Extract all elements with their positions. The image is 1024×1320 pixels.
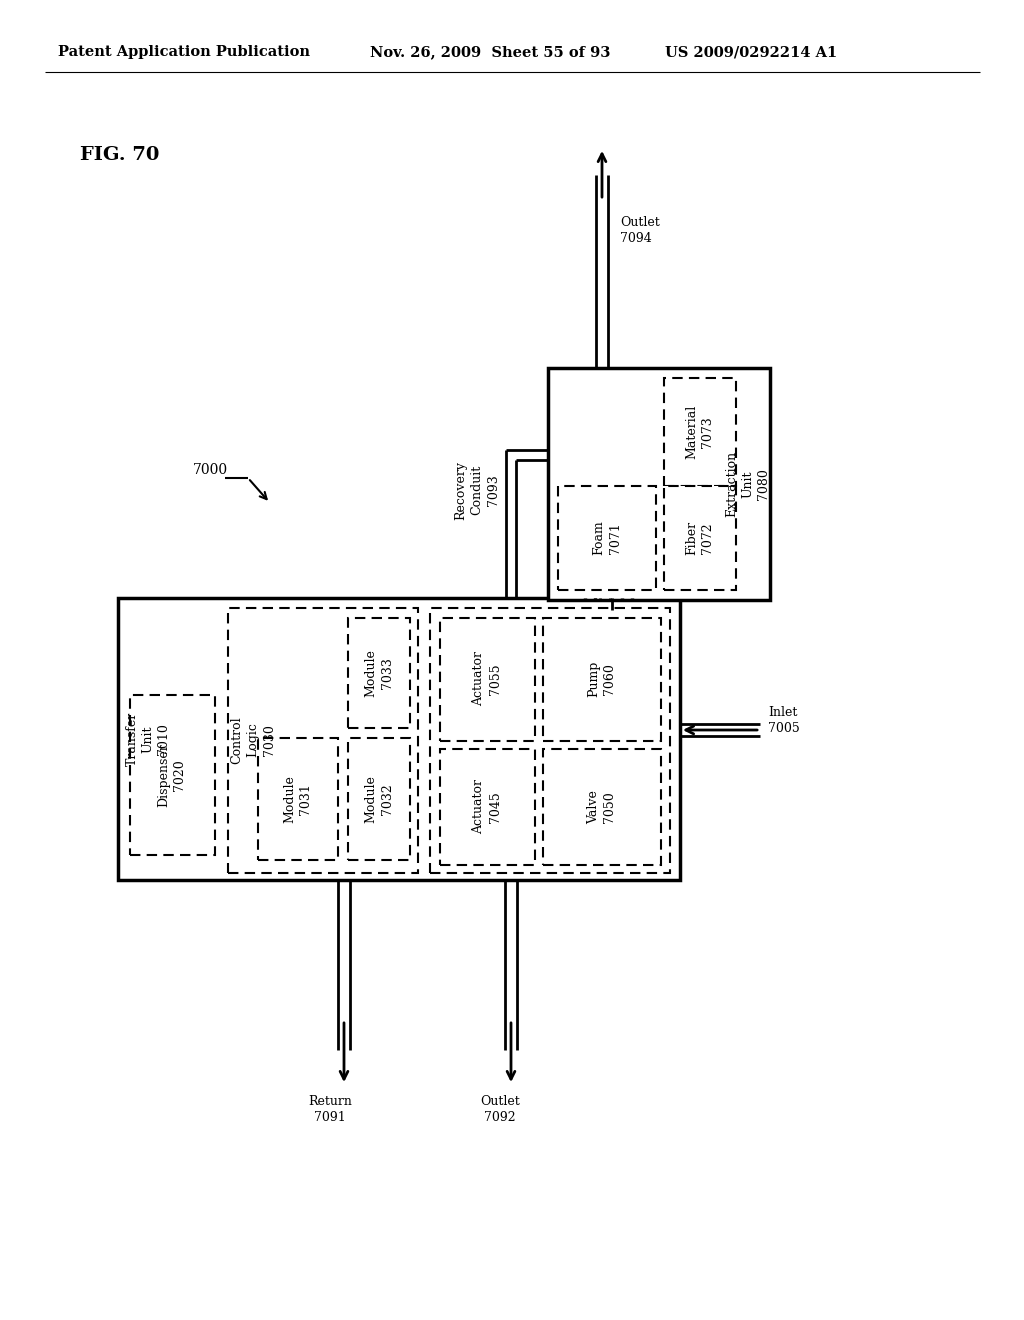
Text: Foam
7071: Foam 7071 [593,520,622,556]
Bar [440,618,535,741]
Bar [558,486,656,590]
Bar [664,378,736,486]
Text: US 2009/0292214 A1: US 2009/0292214 A1 [665,45,838,59]
Bar [543,618,662,741]
Bar [130,696,215,855]
Text: Fiber
7072: Fiber 7072 [685,521,715,556]
Text: Recovery
Conduit
7093: Recovery Conduit 7093 [455,461,500,520]
Text: 7000: 7000 [193,463,228,477]
Text: Valve
7050: Valve 7050 [588,791,616,824]
Bar [664,486,736,590]
Text: Outlet
7094: Outlet 7094 [620,215,659,244]
Bar [228,609,418,873]
Text: Patent Application Publication: Patent Application Publication [58,45,310,59]
Bar [548,368,770,601]
Text: Inlet
7005: Inlet 7005 [768,705,800,734]
Text: Actuator
7045: Actuator 7045 [472,780,502,834]
Bar [430,609,670,873]
Bar [440,748,535,865]
Text: Actuator
7055: Actuator 7055 [472,652,502,706]
Bar [258,738,338,861]
Text: Transfer
Unit
7010: Transfer Unit 7010 [126,711,171,766]
Text: Nov. 26, 2009  Sheet 55 of 93: Nov. 26, 2009 Sheet 55 of 93 [370,45,610,59]
Text: Module
7033: Module 7033 [365,649,393,697]
Bar [348,618,410,729]
Text: Pump
7060: Pump 7060 [588,661,616,697]
Text: Outlet
7092: Outlet 7092 [480,1096,520,1125]
Text: Module
7032: Module 7032 [365,775,393,822]
Text: Module
7031: Module 7031 [284,775,312,822]
Bar [118,598,680,880]
Bar [348,738,410,861]
Text: Dispenser
7020: Dispenser 7020 [158,743,186,807]
Bar [543,748,662,865]
Text: FIG. 70: FIG. 70 [80,147,160,164]
Text: Control
Logic
7030: Control Logic 7030 [230,717,275,764]
Text: Return
7091: Return 7091 [308,1096,352,1125]
Text: Extraction
Unit
7080: Extraction Unit 7080 [725,451,770,517]
Text: Material
7073: Material 7073 [685,405,715,459]
